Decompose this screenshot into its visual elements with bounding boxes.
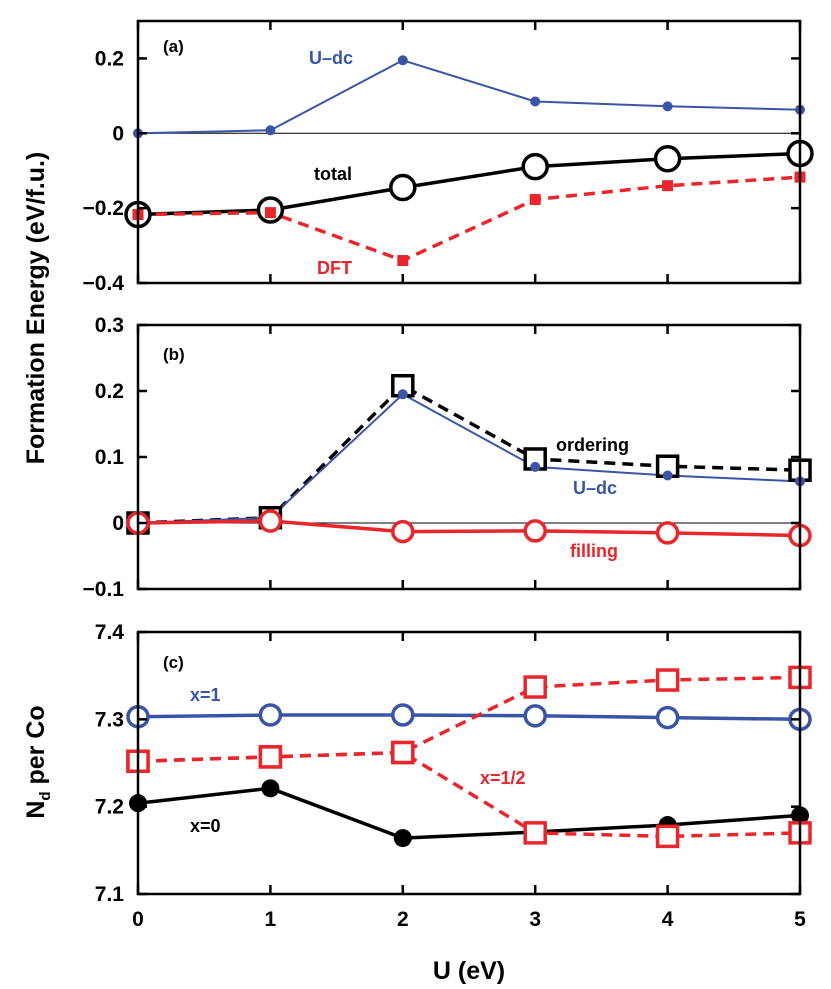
- data-point-unnamed: [391, 740, 415, 765]
- xtick-label: 1: [265, 908, 277, 931]
- y-axis-title-nd-per-co: Nd per Co: [22, 705, 54, 818]
- xtick-label: 5: [794, 908, 806, 931]
- series-label-dft: DFT: [317, 258, 352, 278]
- panel-c-lines: [137, 675, 801, 840]
- panel-b: 0.3 0.2 0.1 0 −0.1 (b) ordering U–dc filling: [83, 314, 812, 601]
- panel-b-ytick-label: 0: [112, 512, 124, 535]
- data-point-filling: [391, 519, 415, 544]
- data-point-u-dc: [265, 125, 276, 136]
- data-point-u-dc: [397, 55, 408, 66]
- data-point-dft: [662, 180, 674, 192]
- x-axis-title: U (eV): [433, 957, 505, 985]
- data-point-filling: [258, 509, 283, 533]
- panel-b-ytick-label: 0.2: [95, 380, 124, 403]
- panel-b-frame: [136, 323, 802, 591]
- data-point-u-dc: [397, 389, 408, 400]
- panel-a-ytick-label: −0.4: [83, 272, 125, 295]
- panel-a-lines: [137, 59, 801, 263]
- panel-a-ticks: 0.2 0 −0.2 −0.4: [83, 21, 802, 295]
- xtick-label: 2: [397, 908, 409, 931]
- panel-a-frame: [136, 19, 802, 285]
- panel-b-ytick-label: 0.1: [95, 446, 125, 469]
- data-point-x-1: [655, 705, 680, 730]
- xtick-label: 0: [132, 908, 144, 931]
- xtick-label: 3: [529, 908, 541, 931]
- panel-c-label: (c): [163, 653, 184, 672]
- panel-a: 0.2 0 −0.2 −0.4 (a) U–dc total DFT: [83, 19, 814, 295]
- data-point-total: [653, 144, 682, 173]
- series-label-udc-a: U–dc: [309, 48, 353, 68]
- data-point-x-0: [261, 779, 280, 798]
- data-point-x-1: [258, 703, 283, 727]
- data-point-x-0: [393, 829, 412, 848]
- panel-c-frame: [136, 630, 802, 896]
- panel-b-label: (b): [163, 345, 185, 364]
- panel-b-lines: [137, 383, 801, 538]
- series-label-x0: x=0: [190, 816, 221, 836]
- data-point-dft: [397, 255, 409, 267]
- data-point-filling: [655, 521, 680, 545]
- series-line-x-1: [137, 713, 801, 722]
- panel-c-ytick-label: 7.4: [95, 621, 125, 644]
- data-point-x-1: [523, 704, 547, 728]
- data-point-filling: [523, 519, 547, 543]
- panel-a-label: (a): [163, 37, 184, 56]
- series-label-filling: filling: [570, 541, 618, 561]
- series-line-ordering: [137, 383, 801, 525]
- panel-c-ytick-label: 7.1: [95, 883, 125, 906]
- panel-c-ytick-label: 7.2: [95, 796, 124, 819]
- series-line-dft: [137, 175, 801, 263]
- data-point-u-dc: [662, 101, 673, 112]
- y-axis-title-formation-energy: Formation Energy (eV/f.u.): [22, 152, 50, 465]
- series-label-x1: x=1: [190, 685, 221, 705]
- series-label-x-half: x=1/2: [480, 768, 526, 788]
- panel-a-markers: [124, 55, 814, 267]
- series-label-ordering: ordering: [556, 435, 629, 455]
- series-line-filling: [137, 519, 801, 538]
- data-point-x-1: [391, 703, 415, 727]
- series-line-unnamed: [137, 750, 801, 839]
- panel-a-ytick-label: 0.2: [95, 47, 124, 70]
- data-point-total: [389, 173, 417, 202]
- data-point-total: [521, 152, 549, 181]
- panel-c: 7.4 7.3 7.2 7.1 0 1 2 3 4 5 (c) x=1 x=0 x=1/2: [95, 621, 812, 931]
- data-point-unnamed: [523, 821, 547, 845]
- panel-b-ytick-label: 0.3: [95, 314, 124, 337]
- data-point-unnamed: [258, 745, 283, 769]
- panel-b-ytick-label: −0.1: [83, 578, 125, 601]
- series-line-total: [137, 151, 801, 217]
- series-line-x-0: [137, 786, 801, 840]
- data-point-x-1-2: [523, 675, 547, 699]
- series-line-u-dc: [137, 393, 801, 524]
- data-point-x-1-2: [655, 668, 680, 692]
- panel-c-ytick-label: 7.3: [95, 708, 124, 731]
- series-label-total: total: [314, 164, 352, 184]
- data-point-u-dc: [530, 461, 541, 472]
- panel-b-ticks: 0.3 0.2 0.1 0 −0.1: [83, 314, 802, 601]
- panel-a-ytick-label: −0.2: [83, 197, 124, 220]
- xtick-label: 4: [662, 908, 674, 931]
- series-line-u-dc: [137, 59, 801, 135]
- data-point-u-dc: [662, 470, 673, 481]
- data-point-dft: [264, 207, 276, 219]
- panel-a-ytick-label: 0: [112, 122, 124, 145]
- data-point-u-dc: [530, 96, 541, 107]
- panel-c-ticks: 7.4 7.3 7.2 7.1 0 1 2 3 4 5: [95, 621, 806, 931]
- panel-c-markers: [126, 665, 812, 849]
- series-label-udc-b: U–dc: [573, 478, 617, 498]
- data-point-unnamed: [655, 824, 680, 849]
- data-point-dft: [529, 194, 541, 206]
